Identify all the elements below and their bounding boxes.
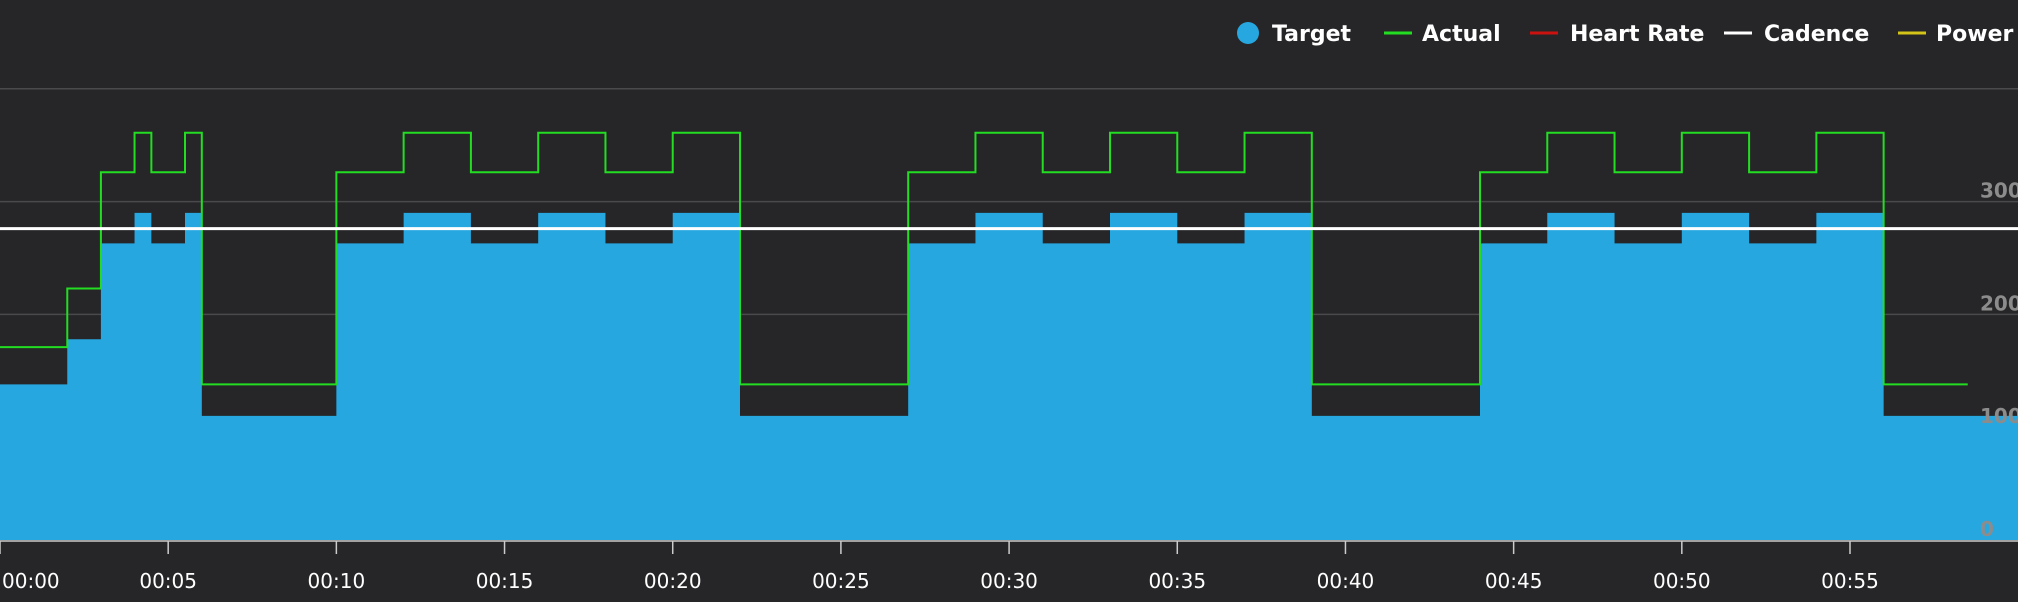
x-tick-label: 00:30 xyxy=(980,569,1038,593)
series-lines-layer xyxy=(0,131,2018,386)
legend-label-cadence: Cadence xyxy=(1764,22,1869,47)
legend-label-heart-rate: Heart Rate xyxy=(1570,22,1704,47)
series-actual-line xyxy=(0,131,1968,386)
legend-item-target[interactable]: Target xyxy=(1237,22,1352,47)
x-tick-label: 00:40 xyxy=(1317,569,1375,593)
x-tick-label: 00:25 xyxy=(812,569,870,593)
legend-item-cadence[interactable]: Cadence xyxy=(1724,22,1869,47)
legend-label-actual: Actual xyxy=(1422,22,1501,47)
legend-item-power[interactable]: Power xyxy=(1898,22,2013,47)
x-tick-label: 00:45 xyxy=(1485,569,1543,593)
y-tick-label: 200 xyxy=(1980,291,2018,315)
legend-marker-target xyxy=(1237,22,1259,44)
legend[interactable]: Target Actual Heart Rate Cadence Power xyxy=(1237,22,2013,47)
legend-item-actual[interactable]: Actual xyxy=(1384,22,1501,47)
x-tick-label: 00:35 xyxy=(1148,569,1206,593)
series-target-area xyxy=(0,212,2018,540)
x-tick-label: 00:05 xyxy=(139,569,197,593)
x-tick-label: 00:20 xyxy=(644,569,702,593)
y-tick-label: 100 xyxy=(1980,404,2018,428)
legend-item-heart-rate[interactable]: Heart Rate xyxy=(1530,22,1704,47)
y-axis-ticks: 0 100 200 300 xyxy=(1980,179,2018,541)
y-tick-label: 0 xyxy=(1980,517,1994,541)
x-tick-label: 00:15 xyxy=(476,569,534,593)
legend-label-target: Target xyxy=(1272,22,1352,47)
legend-label-power: Power xyxy=(1936,22,2013,47)
y-tick-label: 300 xyxy=(1980,179,2018,203)
x-tick-label: 00:10 xyxy=(308,569,366,593)
x-tick-label: 00:50 xyxy=(1653,569,1711,593)
x-tick-label: 00:00 xyxy=(2,569,60,593)
target-area-layer xyxy=(0,212,2018,540)
x-tick-label: 00:55 xyxy=(1821,569,1879,593)
x-axis: 00:00 00:05 00:10 00:15 00:20 00:25 00:30 00:35… xyxy=(0,540,2018,593)
